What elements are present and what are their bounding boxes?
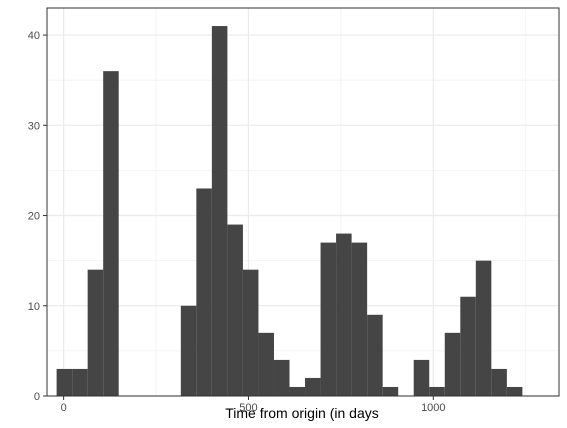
- histogram-bar: [305, 377, 321, 396]
- histogram-bar: [227, 224, 243, 396]
- histogram-bar: [460, 296, 476, 396]
- histogram-bar: [351, 242, 368, 396]
- histogram-bar: [273, 359, 290, 396]
- histogram-bar: [87, 269, 104, 396]
- x-tick-label: 500: [239, 402, 257, 414]
- histogram-bar: [506, 386, 523, 396]
- histogram-bar: [491, 368, 507, 396]
- histogram-bar: [180, 305, 197, 396]
- histogram-bar: [429, 386, 445, 396]
- histogram-bar: [444, 332, 461, 396]
- y-axis: 0 10 20 30 40: [28, 30, 47, 403]
- histogram-bar: [367, 314, 383, 396]
- y-tick-label: 10: [28, 301, 40, 313]
- plot-panel-border: [46, 7, 560, 397]
- histogram-bar: [336, 233, 352, 396]
- x-tick-label: 0: [61, 402, 67, 414]
- x-tick-label: 1000: [421, 402, 445, 414]
- y-tick-label: 0: [34, 391, 40, 403]
- histogram-bar: [242, 269, 259, 396]
- y-tick-label: 20: [28, 211, 40, 223]
- histogram-bar: [413, 359, 430, 396]
- x-axis: 0 500 1000: [61, 396, 446, 414]
- y-tick-label: 40: [28, 30, 40, 42]
- histogram-bars: [56, 26, 523, 397]
- histogram-bar: [103, 71, 119, 397]
- y-tick-label: 30: [28, 120, 40, 132]
- histogram-bar: [289, 386, 306, 396]
- histogram-bar: [258, 332, 274, 396]
- histogram-bar: [72, 368, 88, 396]
- histogram-bar: [211, 26, 228, 397]
- x-axis-title: Time from origin (in days: [225, 405, 379, 421]
- histogram-bar: [56, 368, 73, 396]
- histogram-bar: [320, 242, 337, 396]
- histogram-bar: [475, 260, 492, 396]
- histogram-bar: [196, 188, 212, 396]
- histogram-bar: [382, 386, 399, 396]
